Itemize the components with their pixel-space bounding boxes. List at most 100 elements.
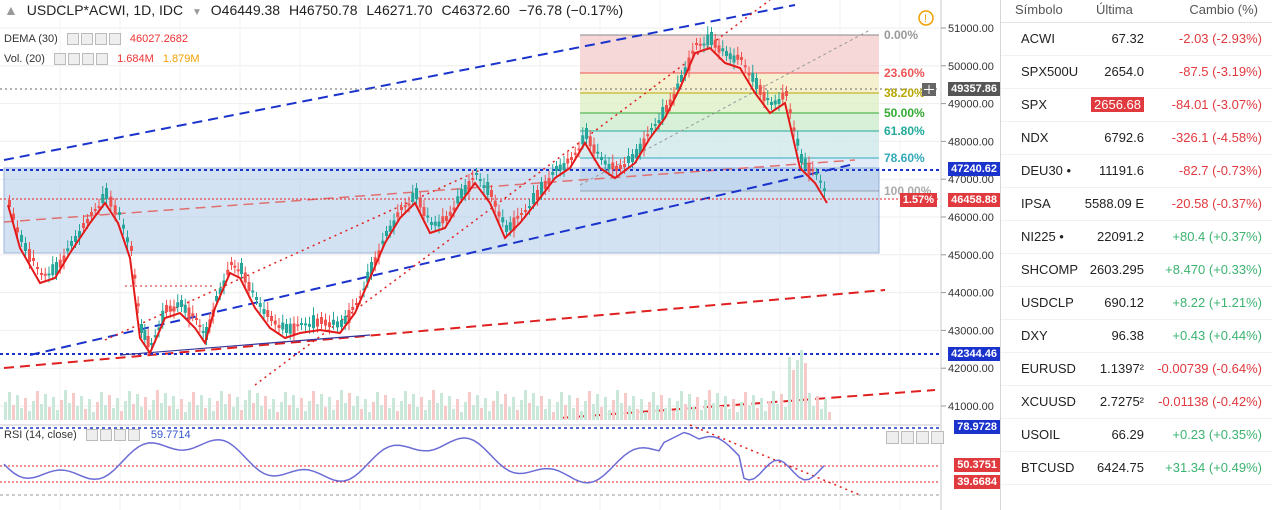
- dema-legend[interactable]: DEMA (30) 46027.2682: [4, 33, 188, 46]
- watchlist-panel[interactable]: Símbolo Última Cambio (%) ACWI 67.32 -2.03…: [1001, 0, 1272, 510]
- volume-bar: [488, 411, 491, 420]
- watchlist-symbol: BTCUSD: [1021, 460, 1075, 475]
- candle-body: [40, 273, 43, 275]
- candle-body: [255, 297, 258, 300]
- watchlist-row[interactable]: ACWI 67.32 -2.03 (-2.93%): [1001, 23, 1272, 56]
- header-symbol[interactable]: Símbolo: [1015, 2, 1063, 17]
- close-icon[interactable]: [113, 429, 126, 442]
- watchlist-last: 2654.0: [1104, 64, 1144, 79]
- volume-bar: [644, 412, 647, 420]
- candle-body: [266, 310, 270, 317]
- more-icon[interactable]: [108, 33, 121, 46]
- candle-body: [377, 250, 381, 258]
- volume-bar: [700, 410, 703, 420]
- volume-bar: [532, 393, 535, 420]
- volume-bar: [712, 403, 715, 420]
- dropdown-icon[interactable]: ▼: [192, 7, 202, 18]
- header-change[interactable]: Cambio (%): [1189, 2, 1258, 17]
- price-axis[interactable]: 51000.00 50000.00 49000.00 48000.00 47000.00…: [941, 23, 994, 413]
- candle-body: [8, 200, 11, 207]
- candle-body: [400, 207, 403, 210]
- volume-bar: [648, 402, 651, 420]
- price-chart[interactable]: 51000.00 50000.00 49000.00 48000.00 47000.00…: [0, 0, 1000, 510]
- candle-body: [581, 135, 585, 145]
- more-icon[interactable]: [127, 429, 140, 442]
- watchlist-row[interactable]: IPSA 5588.09 E -20.58 (-0.37%): [1001, 188, 1272, 221]
- volume-bar: [528, 403, 531, 420]
- watchlist-row[interactable]: NI225 • 22091.2 +80.4 (+0.37%): [1001, 221, 1272, 254]
- rsi-pane[interactable]: [0, 424, 940, 496]
- watchlist-row[interactable]: BTCUSD 6424.75 +31.34 (+0.49%): [1001, 452, 1272, 485]
- range-rectangle[interactable]: [3, 167, 880, 254]
- watchlist-row[interactable]: XCUUSD 2.7275² -0.01138 (-0.42%): [1001, 386, 1272, 419]
- collapse-icon[interactable]: ▲: [4, 2, 18, 18]
- chart-area[interactable]: 51000.00 50000.00 49000.00 48000.00 47000.00…: [0, 0, 1001, 510]
- volume-bar: [252, 403, 255, 420]
- eye-icon[interactable]: [85, 429, 98, 442]
- volume-bar: [404, 391, 407, 420]
- watchlist-row[interactable]: USOIL 66.29 +0.23 (+0.35%): [1001, 419, 1272, 452]
- watchlist-symbol: SPX: [1021, 97, 1048, 112]
- candle-body: [475, 173, 478, 175]
- candle-body: [467, 181, 471, 192]
- volume-bar: [260, 406, 263, 420]
- close-icon[interactable]: [94, 33, 107, 46]
- volume-bar: [172, 396, 175, 420]
- watchlist-row[interactable]: EURUSD 1.1397² -0.00739 (-0.64%): [1001, 353, 1272, 386]
- volume-bar: [400, 401, 403, 420]
- volume-bar: [692, 407, 695, 420]
- volume-bar: [192, 392, 195, 420]
- watchlist-last: 22091.2: [1097, 229, 1144, 244]
- close-icon[interactable]: [82, 53, 95, 66]
- plus-icon[interactable]: [922, 83, 936, 96]
- candle-body: [713, 39, 717, 48]
- close-icon[interactable]: [931, 431, 944, 445]
- watchlist-header: Símbolo Última Cambio (%): [1001, 0, 1272, 23]
- watchlist-row[interactable]: DEU30 • 11191.6 -82.7 (-0.73%): [1001, 155, 1272, 188]
- settings-icon[interactable]: [68, 53, 81, 66]
- watchlist-row[interactable]: USDCLP 690.12 +8.22 (+1.21%): [1001, 287, 1272, 320]
- volume-legend[interactable]: Vol. (20) 1.684M 1.879M: [4, 53, 200, 66]
- volume-bar: [740, 402, 743, 420]
- candle-body: [536, 190, 539, 200]
- watchlist-change: +0.43 (+0.44%): [1172, 328, 1262, 343]
- move-up-icon[interactable]: [886, 431, 899, 445]
- settings-icon[interactable]: [80, 33, 93, 46]
- candle-body: [725, 51, 728, 56]
- rsi-legend[interactable]: RSI (14, close) 59.7714: [4, 429, 191, 442]
- candle-body: [296, 324, 300, 327]
- volume-bar: [52, 397, 55, 420]
- candle-body: [343, 316, 347, 324]
- header-last[interactable]: Última: [1096, 2, 1133, 17]
- candle-body: [273, 320, 277, 325]
- volume-bar: [472, 405, 475, 420]
- candle-body: [615, 166, 618, 171]
- trend-lines[interactable]: [0, 0, 940, 419]
- volume-bar: [388, 408, 391, 420]
- watchlist-row[interactable]: DXY 96.38 +0.43 (+0.44%): [1001, 320, 1272, 353]
- alert-icon[interactable]: [918, 10, 934, 26]
- more-icon[interactable]: [96, 53, 109, 66]
- move-down-icon[interactable]: [901, 431, 914, 445]
- watchlist-row[interactable]: SHCOMP 2603.295 +8.470 (+0.33%): [1001, 254, 1272, 287]
- eye-icon[interactable]: [54, 53, 67, 66]
- watchlist-row[interactable]: SPX500U 2654.0 -87.5 (-3.19%): [1001, 56, 1272, 89]
- candlesticks[interactable]: [8, 26, 826, 354]
- settings-icon[interactable]: [99, 429, 112, 442]
- candle-body: [373, 257, 377, 266]
- candle-body: [358, 296, 362, 299]
- watchlist-row[interactable]: SPX 2656.68 -84.01 (-3.07%): [1001, 89, 1272, 122]
- volume-bar: [792, 370, 795, 420]
- candle-body: [441, 216, 445, 224]
- volume-bar: [828, 412, 831, 420]
- candle-body: [524, 210, 527, 212]
- volume-bar: [516, 410, 519, 420]
- watchlist-change: -2.03 (-2.93%): [1178, 31, 1262, 46]
- eye-icon[interactable]: [66, 33, 79, 46]
- candle-body: [205, 327, 208, 340]
- watchlist-row[interactable]: NDX 6792.6 -326.1 (-4.58%): [1001, 122, 1272, 155]
- volume-bar: [316, 404, 319, 420]
- candle-body: [751, 72, 755, 82]
- symbol-title[interactable]: USDCLP*ACWI, 1D, IDC: [26, 2, 184, 18]
- maximize-icon[interactable]: [916, 431, 929, 445]
